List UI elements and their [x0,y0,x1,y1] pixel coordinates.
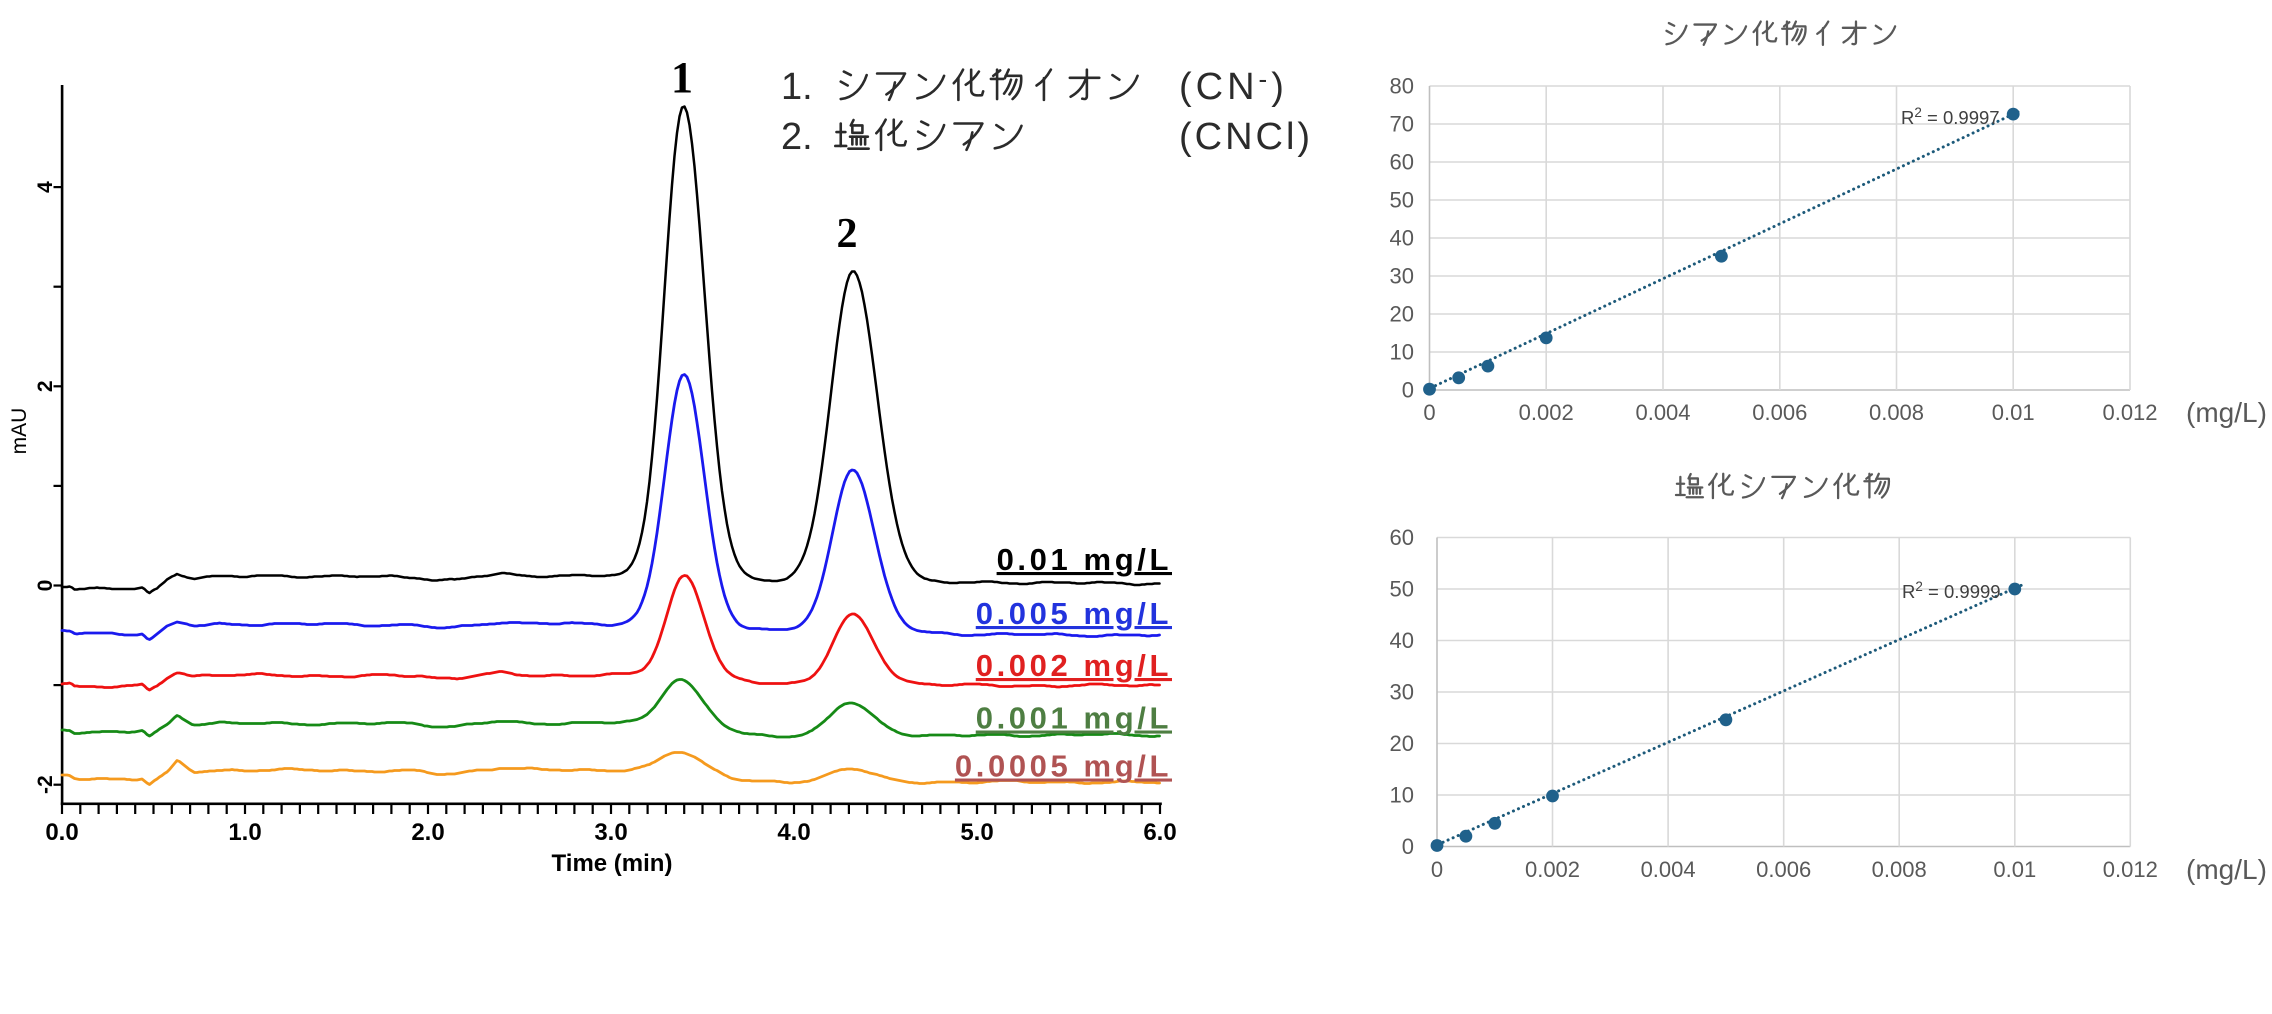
svg-text:0.004: 0.004 [1641,857,1696,882]
svg-text:20: 20 [1390,731,1414,756]
svg-text:0.001 mg/L: 0.001 mg/L [976,701,1172,736]
svg-text:70: 70 [1390,112,1414,137]
svg-text:R2 = 0.9999: R2 = 0.9999 [1902,579,2001,602]
svg-text:3.0: 3.0 [594,819,627,846]
svg-text:2: 2 [34,380,57,392]
svg-text:1: 1 [671,53,693,102]
svg-text:0.004: 0.004 [1635,400,1690,425]
svg-text:1.0: 1.0 [228,819,261,846]
svg-text:1.: 1. [781,66,813,108]
svg-text:0.0005 mg/L: 0.0005 mg/L [955,749,1172,784]
svg-text:0: 0 [1402,378,1414,403]
svg-text:0.006: 0.006 [1756,857,1811,882]
svg-text:0.0: 0.0 [45,819,78,846]
svg-text:(CNCl): (CNCl) [1179,116,1313,158]
svg-text:0.012: 0.012 [2103,857,2158,882]
svg-text:5.0: 5.0 [960,819,993,846]
svg-text:(CN-): (CN-) [1179,64,1288,108]
svg-text:10: 10 [1390,783,1414,808]
svg-text:4: 4 [34,181,57,193]
svg-text:0.01: 0.01 [1992,400,2035,425]
svg-text:mAU: mAU [8,408,31,455]
svg-text:30: 30 [1390,680,1414,705]
svg-text:2: 2 [837,211,858,257]
svg-text:4.0: 4.0 [777,819,810,846]
svg-text:0.01: 0.01 [1993,857,2036,882]
svg-text:40: 40 [1390,226,1414,251]
svg-text:80: 80 [1390,74,1414,99]
svg-text:0.006: 0.006 [1752,400,1807,425]
svg-text:2.0: 2.0 [411,819,444,846]
svg-text:-2: -2 [34,775,57,794]
svg-text:0: 0 [1431,857,1443,882]
svg-text:(mg/L): (mg/L) [2186,397,2267,428]
svg-text:60: 60 [1390,525,1414,550]
svg-text:(mg/L): (mg/L) [2186,854,2267,885]
svg-text:Time (min): Time (min) [552,850,673,877]
svg-text:30: 30 [1390,264,1414,289]
svg-text:0.008: 0.008 [1872,857,1927,882]
svg-text:10: 10 [1390,340,1414,365]
svg-text:50: 50 [1390,188,1414,213]
svg-text:0.012: 0.012 [2102,400,2157,425]
svg-text:50: 50 [1390,577,1414,602]
svg-text:6.0: 6.0 [1143,819,1176,846]
svg-text:R2 = 0.9997: R2 = 0.9997 [1901,105,2000,128]
svg-text:0.002: 0.002 [1519,400,1574,425]
svg-text:0.005 mg/L: 0.005 mg/L [976,596,1172,631]
svg-text:0.002: 0.002 [1525,857,1580,882]
svg-text:60: 60 [1390,150,1414,175]
svg-text:2.: 2. [781,116,813,158]
svg-text:0.002 mg/L: 0.002 mg/L [976,648,1172,683]
svg-text:0.01 mg/L: 0.01 mg/L [997,542,1172,577]
svg-text:0.008: 0.008 [1869,400,1924,425]
svg-text:0: 0 [34,580,57,592]
svg-text:0: 0 [1402,834,1414,859]
svg-text:0: 0 [1423,400,1435,425]
svg-text:40: 40 [1390,628,1414,653]
svg-text:20: 20 [1390,302,1414,327]
